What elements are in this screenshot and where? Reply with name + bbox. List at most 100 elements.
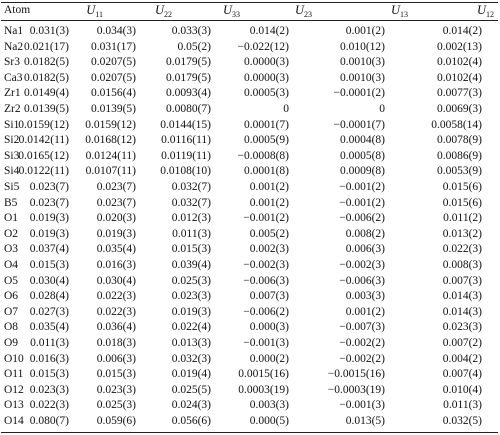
value-cell: 0.0207(5) bbox=[90, 56, 136, 69]
value-cell: 0 bbox=[379, 103, 385, 115]
value-cell: 0.031(3) bbox=[29, 25, 69, 37]
value-cell: 0.0001(7) bbox=[243, 118, 289, 131]
value-cell: 0.0010(3) bbox=[339, 71, 385, 84]
header-subscript: 33 bbox=[232, 10, 240, 19]
value-cell: 0.0086(9) bbox=[436, 149, 482, 162]
value-cell: −0.0015(16) bbox=[327, 368, 385, 381]
value-cell: −0.0008(8) bbox=[237, 149, 289, 162]
value-cell: 0.030(4) bbox=[96, 274, 136, 287]
value-cell: 0.002(3) bbox=[249, 243, 289, 256]
value-cell: 0.023(7) bbox=[96, 196, 136, 209]
value-cell: 0.0108(10) bbox=[160, 165, 211, 178]
value-cell: 0.032(7) bbox=[171, 181, 211, 193]
value-cell: −0.002(3) bbox=[339, 259, 385, 271]
header-subscript: 11 bbox=[95, 10, 103, 19]
value-cell: 0.0182(5) bbox=[23, 71, 69, 84]
value-cell: 0.015(3) bbox=[171, 243, 211, 256]
value-cell: 0.000(5) bbox=[249, 415, 289, 427]
value-cell: 0.007(3) bbox=[442, 274, 482, 287]
value-cell: 0.0004(8) bbox=[339, 134, 385, 147]
value-cell: 0.015(3) bbox=[96, 368, 136, 381]
value-cell: 0.037(4) bbox=[29, 243, 69, 256]
value-cell: 0.018(3) bbox=[96, 337, 136, 349]
atom-label: O11 bbox=[4, 368, 24, 381]
value-cell: −0.006(2) bbox=[339, 212, 385, 225]
atom-label: O3 bbox=[4, 243, 19, 256]
value-cell: 0.007(2) bbox=[442, 337, 482, 349]
value-cell: 0.0001(8) bbox=[243, 165, 289, 178]
value-cell: 0.011(3) bbox=[443, 399, 482, 412]
value-cell: 0.0182(5) bbox=[23, 56, 69, 69]
value-cell: 0.0000(3) bbox=[243, 56, 289, 69]
value-cell: 0.05(2) bbox=[177, 40, 211, 53]
value-cell: 0.022(3) bbox=[442, 243, 482, 256]
value-cell: 0.000(3) bbox=[249, 321, 289, 334]
header-cell: Atom bbox=[4, 4, 31, 16]
value-cell: 0.023(7) bbox=[96, 181, 136, 193]
value-cell: 0.0080(7) bbox=[165, 103, 211, 115]
value-cell: 0.030(4) bbox=[29, 274, 69, 287]
value-cell: 0.000(2) bbox=[249, 352, 289, 365]
header-cell: U33 bbox=[223, 3, 240, 22]
header-cell: U11 bbox=[86, 3, 103, 22]
header-symbol: U bbox=[294, 3, 304, 17]
header-symbol: U bbox=[86, 3, 96, 17]
value-cell: 0.001(2) bbox=[345, 25, 385, 37]
value-cell: 0.005(2) bbox=[249, 227, 289, 240]
value-cell: 0.033(3) bbox=[171, 25, 211, 37]
value-cell: 0.0119(11) bbox=[161, 149, 211, 162]
atom-label: Zr1 bbox=[4, 87, 21, 100]
value-cell: 0.0139(5) bbox=[23, 103, 69, 115]
value-cell: 0.0005(9) bbox=[243, 134, 289, 147]
value-cell: 0.0139(5) bbox=[90, 103, 136, 115]
atom-label: O8 bbox=[4, 321, 19, 334]
value-cell: 0.023(7) bbox=[29, 196, 69, 209]
header-cell: U13 bbox=[391, 3, 408, 22]
header-subscript: 23 bbox=[304, 10, 312, 19]
value-cell: 0.019(4) bbox=[171, 368, 211, 381]
value-cell: 0.001(2) bbox=[345, 305, 385, 318]
value-cell: 0 bbox=[283, 103, 289, 115]
value-cell: 0.019(3) bbox=[96, 227, 136, 240]
atom-label: O10 bbox=[4, 352, 24, 365]
value-cell: 0.012(3) bbox=[171, 212, 211, 225]
value-cell: 0.0005(3) bbox=[243, 87, 289, 100]
atom-label: O1 bbox=[4, 212, 19, 225]
value-cell: 0.015(3) bbox=[29, 259, 69, 271]
value-cell: 0.0207(5) bbox=[90, 71, 136, 84]
value-cell: 0.0069(3) bbox=[436, 103, 482, 115]
value-cell: 0.0102(4) bbox=[436, 71, 482, 84]
header-subscript: 22 bbox=[164, 10, 172, 19]
value-cell: 0.023(3) bbox=[442, 321, 482, 334]
value-cell: 0.0107(11) bbox=[85, 165, 136, 178]
value-cell: 0.013(5) bbox=[345, 415, 385, 427]
value-cell: 0.010(12) bbox=[339, 40, 385, 53]
value-cell: 0.011(3) bbox=[172, 227, 211, 240]
value-cell: 0.0122(11) bbox=[18, 165, 69, 178]
value-cell: 0.035(4) bbox=[29, 321, 69, 334]
value-cell: 0.0009(8) bbox=[339, 165, 385, 178]
value-cell: 0.039(4) bbox=[171, 259, 211, 271]
value-cell: 0.015(3) bbox=[29, 368, 69, 381]
value-cell: −0.002(3) bbox=[243, 259, 289, 271]
value-cell: 0.0000(3) bbox=[243, 71, 289, 84]
header-subscript: 12 bbox=[486, 10, 494, 19]
value-cell: 0.036(4) bbox=[96, 321, 136, 334]
value-cell: −0.0001(2) bbox=[333, 87, 385, 100]
atom-label: B5 bbox=[4, 196, 18, 209]
value-cell: 0.023(3) bbox=[171, 290, 211, 303]
value-cell: 0.0142(11) bbox=[18, 134, 69, 147]
value-cell: 0.031(17) bbox=[90, 40, 136, 53]
header-symbol: U bbox=[476, 3, 486, 17]
value-cell: 0.056(6) bbox=[171, 415, 211, 427]
atom-label: Sr3 bbox=[4, 56, 20, 69]
value-cell: −0.002(2) bbox=[339, 352, 385, 365]
value-cell: 0.011(3) bbox=[30, 337, 69, 349]
value-cell: 0.006(3) bbox=[96, 352, 136, 365]
value-cell: 0.027(3) bbox=[29, 305, 69, 318]
atom-label: Si3 bbox=[4, 149, 20, 162]
value-cell: 0.0078(9) bbox=[436, 134, 482, 147]
value-cell: 0.0010(3) bbox=[339, 56, 385, 69]
value-cell: 0.021(17) bbox=[23, 40, 69, 53]
value-cell: 0.008(3) bbox=[442, 259, 482, 271]
